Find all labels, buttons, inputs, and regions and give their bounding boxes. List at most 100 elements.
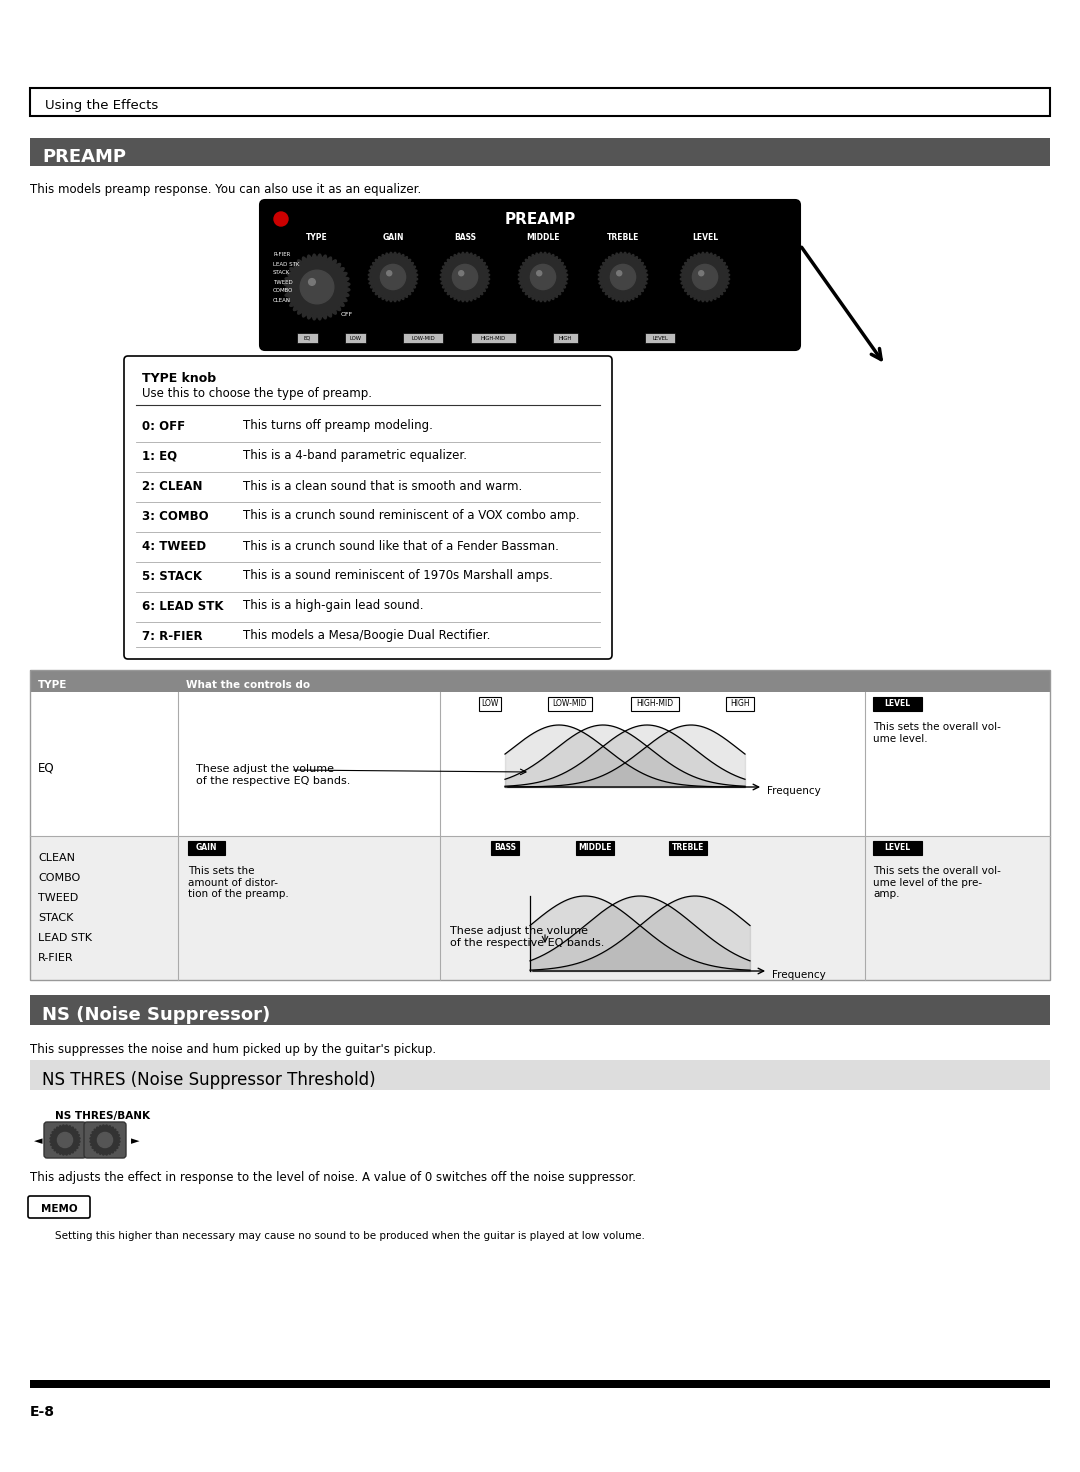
- FancyBboxPatch shape: [44, 1122, 86, 1158]
- Text: COMBO: COMBO: [38, 873, 80, 883]
- Text: This is a 4-band parametric equalizer.: This is a 4-band parametric equalizer.: [243, 449, 467, 462]
- Text: Frequency: Frequency: [772, 970, 826, 980]
- Text: 2: CLEAN: 2: CLEAN: [141, 480, 203, 493]
- Text: TREBLE: TREBLE: [607, 233, 639, 241]
- Text: LEVEL: LEVEL: [692, 233, 718, 241]
- Text: NS (Noise Suppressor): NS (Noise Suppressor): [42, 1005, 270, 1025]
- Text: MIDDLE: MIDDLE: [526, 233, 559, 241]
- Text: COMBO: COMBO: [273, 289, 294, 293]
- Bar: [30, 670, 1050, 980]
- Text: TYPE knob: TYPE knob: [141, 371, 216, 384]
- Text: GAIN: GAIN: [195, 843, 217, 852]
- Text: What the controls do: What the controls do: [186, 680, 310, 690]
- FancyBboxPatch shape: [645, 333, 675, 343]
- FancyBboxPatch shape: [478, 696, 501, 711]
- Text: Frequency: Frequency: [767, 786, 821, 796]
- Text: This is a clean sound that is smooth and warm.: This is a clean sound that is smooth and…: [243, 480, 523, 493]
- Text: HIGH: HIGH: [730, 699, 750, 708]
- FancyBboxPatch shape: [669, 841, 707, 855]
- Text: TWEED: TWEED: [38, 894, 78, 902]
- Text: ◄: ◄: [33, 1136, 42, 1147]
- Polygon shape: [598, 252, 648, 302]
- Bar: [30, 836, 1050, 980]
- Text: TYPE: TYPE: [306, 233, 328, 241]
- Text: MIDDLE: MIDDLE: [578, 843, 611, 852]
- FancyBboxPatch shape: [345, 333, 365, 343]
- Circle shape: [699, 271, 704, 275]
- Text: BASS: BASS: [454, 233, 476, 241]
- Text: This sets the
amount of distor-
tion of the preamp.: This sets the amount of distor- tion of …: [188, 866, 288, 899]
- Text: LEVEL: LEVEL: [652, 336, 667, 340]
- FancyBboxPatch shape: [553, 333, 578, 343]
- Text: LOW-MID: LOW-MID: [411, 336, 435, 340]
- FancyBboxPatch shape: [297, 333, 318, 343]
- Text: MEMO: MEMO: [41, 1204, 78, 1214]
- Text: This models preamp response. You can also use it as an equalizer.: This models preamp response. You can als…: [30, 184, 421, 196]
- FancyBboxPatch shape: [28, 1195, 90, 1217]
- Circle shape: [537, 271, 542, 275]
- Text: Use this to choose the type of preamp.: Use this to choose the type of preamp.: [141, 387, 372, 400]
- FancyBboxPatch shape: [124, 356, 612, 659]
- Text: E-8: E-8: [30, 1404, 55, 1419]
- Circle shape: [453, 265, 477, 290]
- Text: 7: R-FIER: 7: R-FIER: [141, 630, 203, 642]
- Text: CLEAN: CLEAN: [38, 852, 75, 863]
- Text: R-FIER: R-FIER: [273, 253, 291, 258]
- Text: STACK: STACK: [273, 271, 291, 275]
- Text: TREBLE: TREBLE: [672, 843, 704, 852]
- FancyBboxPatch shape: [631, 696, 679, 711]
- FancyBboxPatch shape: [549, 696, 592, 711]
- Text: 3: COMBO: 3: COMBO: [141, 509, 208, 523]
- Polygon shape: [50, 1125, 80, 1156]
- Text: This sets the overall vol-
ume level of the pre-
amp.: This sets the overall vol- ume level of …: [873, 866, 1001, 899]
- Circle shape: [610, 265, 636, 290]
- Text: TYPE: TYPE: [38, 680, 67, 690]
- Text: STACK: STACK: [38, 913, 73, 923]
- FancyBboxPatch shape: [726, 696, 754, 711]
- Text: CLEAN: CLEAN: [273, 297, 291, 303]
- Bar: [30, 88, 1050, 116]
- Text: Setting this higher than necessary may cause no sound to be produced when the gu: Setting this higher than necessary may c…: [55, 1231, 645, 1241]
- Text: LEAD STK: LEAD STK: [273, 262, 299, 266]
- Circle shape: [274, 212, 288, 227]
- Text: HIGH-MID: HIGH-MID: [481, 336, 505, 340]
- Circle shape: [692, 265, 717, 290]
- FancyBboxPatch shape: [576, 841, 615, 855]
- Polygon shape: [441, 252, 489, 302]
- Circle shape: [97, 1132, 112, 1148]
- Text: LOW: LOW: [482, 699, 499, 708]
- FancyBboxPatch shape: [471, 333, 515, 343]
- Text: This is a crunch sound like that of a Fender Bassman.: This is a crunch sound like that of a Fe…: [243, 540, 558, 552]
- Text: This is a crunch sound reminiscent of a VOX combo amp.: This is a crunch sound reminiscent of a …: [243, 509, 580, 523]
- Circle shape: [309, 278, 315, 286]
- Text: NS THRES/BANK: NS THRES/BANK: [55, 1111, 150, 1122]
- FancyBboxPatch shape: [491, 841, 518, 855]
- Circle shape: [57, 1132, 72, 1148]
- Text: This adjusts the effect in response to the level of noise. A value of 0 switches: This adjusts the effect in response to t…: [30, 1172, 636, 1185]
- FancyBboxPatch shape: [403, 333, 443, 343]
- Polygon shape: [680, 252, 730, 302]
- Text: This is a sound reminiscent of 1970s Marshall amps.: This is a sound reminiscent of 1970s Mar…: [243, 570, 553, 583]
- Bar: [30, 138, 1050, 166]
- Circle shape: [530, 265, 555, 290]
- Text: LOW-MID: LOW-MID: [553, 699, 588, 708]
- Text: This turns off preamp modeling.: This turns off preamp modeling.: [243, 420, 433, 433]
- Text: 5: STACK: 5: STACK: [141, 570, 202, 583]
- Bar: [30, 1060, 1050, 1089]
- Text: This models a Mesa/Boogie Dual Rectifier.: This models a Mesa/Boogie Dual Rectifier…: [243, 630, 490, 642]
- Bar: [30, 1381, 1050, 1388]
- Circle shape: [617, 271, 622, 275]
- FancyBboxPatch shape: [873, 841, 921, 855]
- Circle shape: [387, 271, 392, 275]
- Text: LEAD STK: LEAD STK: [38, 933, 92, 944]
- Polygon shape: [90, 1125, 120, 1156]
- Bar: [30, 995, 1050, 1025]
- Polygon shape: [284, 255, 350, 319]
- Text: Using the Effects: Using the Effects: [45, 100, 159, 112]
- Text: TWEED: TWEED: [273, 280, 293, 284]
- Text: GAIN: GAIN: [382, 233, 404, 241]
- Circle shape: [380, 265, 406, 290]
- Text: ►: ►: [131, 1136, 139, 1147]
- Text: NS THRES (Noise Suppressor Threshold): NS THRES (Noise Suppressor Threshold): [42, 1072, 376, 1089]
- Text: 4: TWEED: 4: TWEED: [141, 540, 206, 552]
